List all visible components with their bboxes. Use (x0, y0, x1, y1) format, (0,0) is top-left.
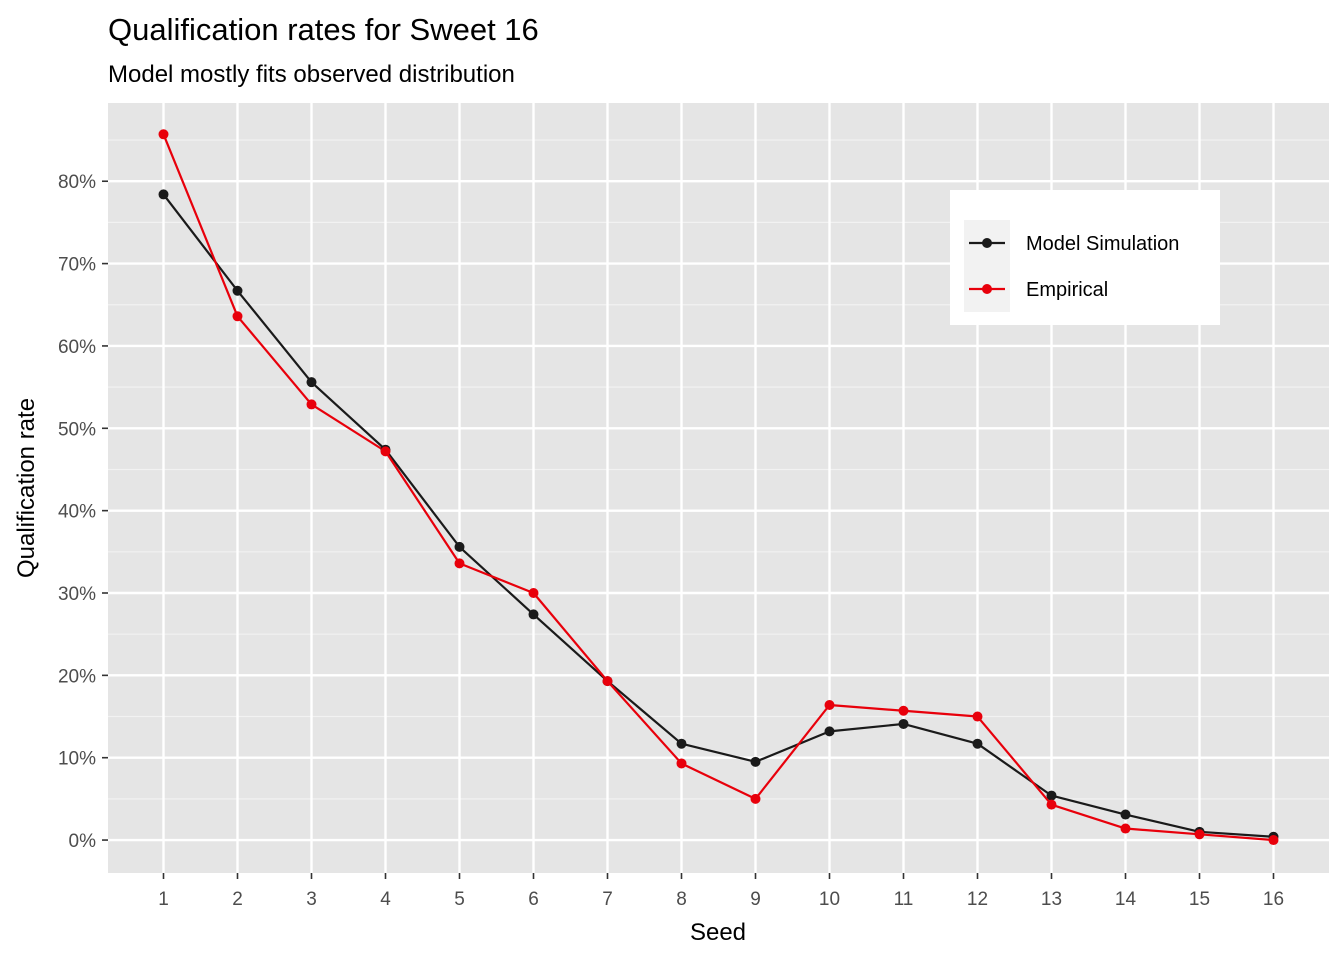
data-point (306, 399, 317, 410)
data-point (454, 541, 465, 552)
y-tick-label: 10% (58, 749, 96, 770)
y-axis: 0% 10% 20% 30% 40% 50% 60% 70% 80% (58, 172, 108, 852)
x-tick-label: 1 (158, 889, 169, 910)
x-tick-label: 3 (306, 889, 317, 910)
data-point (454, 558, 465, 569)
y-tick-label: 80% (58, 172, 96, 193)
x-tick-label: 9 (750, 889, 761, 910)
x-tick-label: 5 (454, 889, 465, 910)
data-point (232, 285, 243, 296)
data-point (824, 726, 835, 737)
x-tick-label: 16 (1263, 889, 1284, 910)
x-tick-label: 13 (1041, 889, 1062, 910)
data-point (1120, 823, 1131, 834)
x-tick-label: 14 (1115, 889, 1137, 910)
x-tick-label: 6 (528, 889, 539, 910)
data-point (898, 718, 909, 729)
data-point (898, 705, 909, 716)
data-point (972, 738, 983, 749)
x-axis: 1 2 3 4 5 6 7 8 9 10 11 12 13 14 15 16 (158, 873, 1284, 910)
data-point (1046, 799, 1057, 810)
legend: Model Simulation Empirical (950, 190, 1220, 325)
chart-subtitle: Model mostly fits observed distribution (108, 61, 515, 88)
x-tick-label: 8 (676, 889, 687, 910)
data-point (676, 758, 687, 769)
data-point (1194, 829, 1205, 840)
legend-label: Model Simulation (1026, 233, 1179, 255)
y-tick-label: 30% (58, 584, 96, 605)
legend-label: Empirical (1026, 279, 1108, 301)
data-point (1268, 835, 1279, 846)
data-point (676, 738, 687, 749)
y-tick-label: 60% (58, 337, 96, 358)
data-point (158, 129, 169, 140)
series-layer (158, 129, 1279, 846)
data-point (158, 189, 169, 200)
data-point (602, 676, 613, 687)
y-tick-label: 20% (58, 666, 96, 687)
x-tick-label: 11 (894, 889, 914, 910)
data-point (528, 588, 539, 598)
data-point (380, 446, 391, 457)
x-tick-label: 15 (1189, 889, 1210, 910)
legend-key-point (982, 238, 992, 248)
series-line (162, 193, 1274, 838)
data-point (306, 377, 317, 388)
y-tick-label: 40% (58, 502, 96, 523)
data-point (750, 756, 761, 767)
data-point (824, 700, 835, 710)
series-line (162, 133, 1274, 842)
data-point (1046, 790, 1057, 801)
y-tick-label: 70% (58, 255, 96, 276)
legend-key-point (982, 284, 992, 294)
data-point (750, 793, 761, 804)
data-point (232, 311, 243, 322)
x-axis-title: Seed (690, 919, 746, 946)
x-tick-label: 12 (967, 889, 988, 910)
x-tick-label: 2 (232, 889, 243, 910)
y-tick-label: 50% (58, 419, 96, 440)
y-tick-label: 0% (69, 831, 97, 852)
x-tick-label: 4 (380, 889, 391, 910)
data-point (1120, 809, 1131, 820)
x-tick-label: 10 (819, 889, 840, 910)
data-point (528, 609, 539, 620)
data-point (972, 711, 983, 722)
y-axis-title: Qualification rate (13, 398, 40, 578)
chart-title: Qualification rates for Sweet 16 (108, 12, 539, 47)
x-tick-label: 7 (602, 889, 613, 910)
